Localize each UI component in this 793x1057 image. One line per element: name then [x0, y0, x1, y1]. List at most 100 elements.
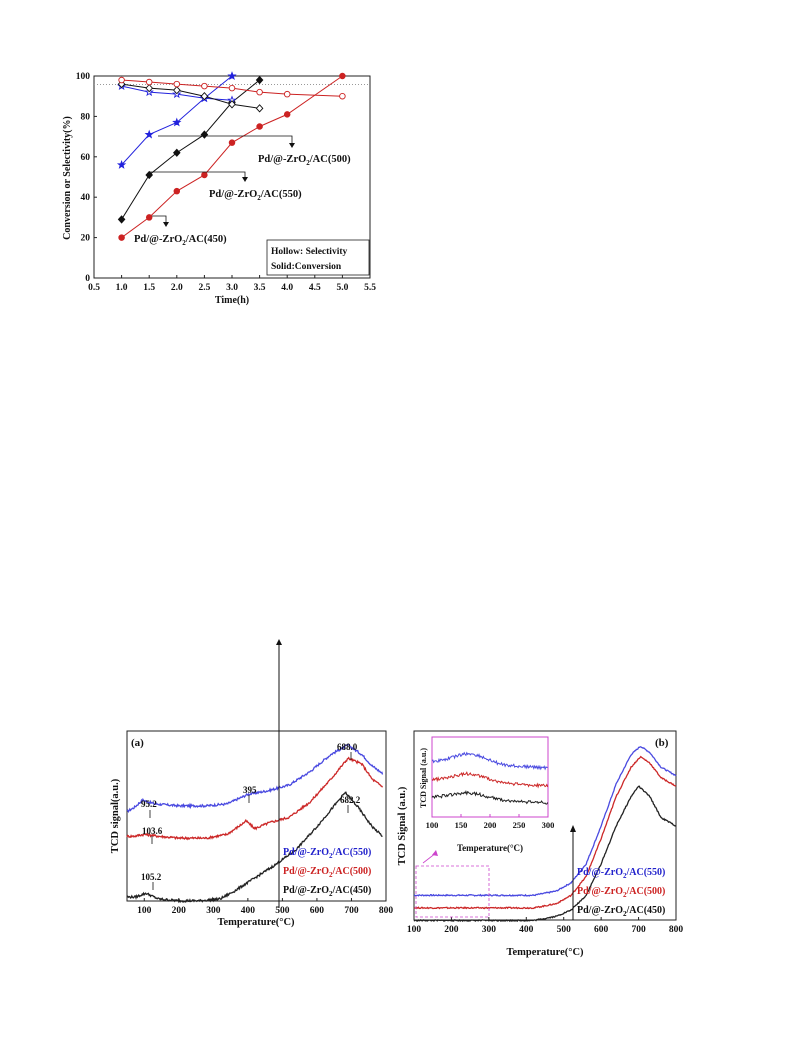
panel-a-legend-item: Pd/@-ZrO2/AC(450) — [283, 885, 371, 898]
panel-a-legend: Pd/@-ZrO2/AC(550) Pd/@-ZrO2/AC(500) Pd/@-Z… — [283, 847, 371, 898]
panel-a-legend-item: Pd/@-ZrO2/AC(550) — [283, 847, 371, 860]
top-y-ticks: 0 20 40 60 80 100 — [76, 72, 97, 284]
top-series-point — [117, 215, 126, 224]
panel-b-x-tick-label: 300 — [482, 925, 497, 935]
top-x-tick-label: 5.0 — [336, 283, 348, 293]
top-series-point — [118, 234, 125, 241]
top-series-point — [228, 139, 236, 146]
legend-solid: Solid:Conversion — [271, 262, 342, 272]
top-series-line-4 — [121, 83, 260, 109]
panel-a-legend-item: Pd/@-ZrO2/AC(500) — [283, 866, 371, 879]
top-x-ticks: 0.5 1.0 1.5 2.0 2.5 3.0 3.5 4.0 4.5 5.0 5.5 — [88, 275, 376, 293]
top-series-point — [283, 90, 291, 98]
top-series-line-2 — [121, 75, 343, 239]
inset-frame — [431, 736, 549, 818]
panel-a-frame — [126, 730, 387, 902]
top-series-point — [256, 123, 263, 130]
top-series-point — [228, 100, 236, 109]
panel-b-y-axis-title: TCD Signal (a.u.) — [397, 786, 408, 865]
top-x-tick-label: 2.5 — [198, 283, 210, 293]
panel-b-x-ticks: 100 200 300 400 500 600 700 800 — [407, 917, 684, 935]
panel-a-x-tick-label: 600 — [310, 906, 325, 916]
label-500: Pd/@-ZrO2/AC(500) — [258, 154, 351, 167]
inset-x-tick-label: 150 — [455, 820, 468, 830]
zoom-region — [415, 865, 490, 918]
peak-395: 395 — [243, 785, 257, 795]
top-y-tick-label: 40 — [81, 193, 91, 203]
top-series-line-1 — [121, 79, 260, 220]
panel-a-x-tick-label: 500 — [275, 906, 290, 916]
panel-a-x-axis-title: Temperature(°C) — [217, 917, 295, 928]
panel-b-label: (b) — [655, 737, 669, 749]
panel-b-legend-item: Pd/@-ZrO2/AC(550) — [577, 867, 665, 880]
panel-b-x-tick-label: 800 — [669, 925, 684, 935]
panel-b-x-tick-label: 700 — [631, 925, 646, 935]
panel-a-arrowhead — [276, 639, 282, 645]
inset-series — [431, 751, 549, 805]
panel-b-curve-1 — [413, 755, 677, 910]
top-series — [116, 71, 346, 241]
top-series-point — [145, 83, 154, 93]
top-legend-box — [266, 239, 370, 276]
top-series-point — [173, 80, 181, 88]
inset-x-tick-label: 250 — [513, 820, 526, 830]
top-series-point — [144, 129, 154, 139]
panel-b-curve-0 — [413, 746, 677, 897]
legend-hollow: Hollow: Selectivity — [271, 247, 347, 257]
top-x-axis-title: Time(h) — [215, 295, 249, 306]
panel-a-x-tick-label: 100 — [137, 906, 152, 916]
panel-b-x-axis-title: Temperature(°C) — [506, 947, 584, 958]
zoom-pointer-head — [432, 850, 438, 856]
top-series-point — [227, 71, 237, 80]
panel-a-x-tick-label: 700 — [344, 906, 359, 916]
inset-x-ticks: 100 150 200 250 300 — [426, 814, 555, 830]
top-series-point — [172, 85, 181, 95]
inset-x-axis-title: Temperature(°C) — [457, 843, 523, 853]
top-x-tick-label: 5.5 — [364, 283, 376, 293]
panel-a-x-tick-label: 300 — [206, 906, 221, 916]
panel-a-x-tick-label: 400 — [241, 906, 256, 916]
panel-a-label: (a) — [131, 737, 144, 749]
panel-b-series — [413, 746, 677, 923]
top-x-tick-label: 4.5 — [309, 283, 321, 293]
tcd-panel-b: (b) 100 200 300 400 500 600 700 800 100 150 200 25… — [397, 730, 684, 958]
top-x-tick-label: 3.0 — [226, 283, 238, 293]
top-y-axis-title: Conversion or Selectivity(%) — [62, 116, 73, 240]
top-series-point — [200, 92, 209, 101]
inset-curve-0 — [431, 751, 548, 771]
top-y-tick-label: 80 — [81, 112, 91, 122]
top-series-point — [255, 104, 264, 113]
top-series-point — [256, 88, 263, 96]
top-x-tick-label: 0.5 — [88, 283, 100, 293]
inset-x-tick-label: 100 — [426, 820, 439, 830]
top-x-tick-label: 1.0 — [116, 283, 128, 293]
top-series-point — [145, 170, 154, 180]
panel-a-curve-1 — [126, 756, 384, 841]
top-series-point — [118, 76, 125, 84]
panel-a-x-ticks: 100 200 300 400 500 600 700 800 — [137, 898, 393, 916]
tcd-panel-a: (a) 100 200 300 400 500 600 700 800 688.0 95.2 … — [110, 639, 393, 928]
top-series-point — [201, 171, 208, 179]
top-series-point — [339, 72, 346, 80]
panel-b-frame — [413, 730, 677, 921]
inset-curve-2 — [431, 789, 549, 805]
top-series-point — [145, 214, 153, 221]
top-y-tick-label: 0 — [85, 274, 90, 284]
top-series-line-5 — [121, 79, 343, 97]
panel-b-arrowhead — [570, 825, 576, 832]
label-450: Pd/@-ZrO2/AC(450) — [134, 234, 227, 247]
peak-103: 103.6 — [142, 826, 163, 836]
panel-a-peak-markers — [149, 752, 352, 890]
inset-curve-1 — [431, 771, 549, 789]
panel-a-x-tick-label: 800 — [379, 906, 394, 916]
panel-b-curve-2 — [413, 785, 677, 923]
top-series-point — [201, 82, 208, 90]
panel-b-x-tick-label: 400 — [519, 925, 534, 935]
inset-x-tick-label: 300 — [542, 820, 555, 830]
panel-a-y-axis-title: TCD signal(a.u.) — [110, 778, 121, 853]
peak-682: 682.2 — [340, 795, 361, 805]
top-y-tick-label: 60 — [81, 153, 91, 163]
panel-a-curve-0 — [126, 743, 384, 814]
top-series-point — [173, 187, 181, 195]
